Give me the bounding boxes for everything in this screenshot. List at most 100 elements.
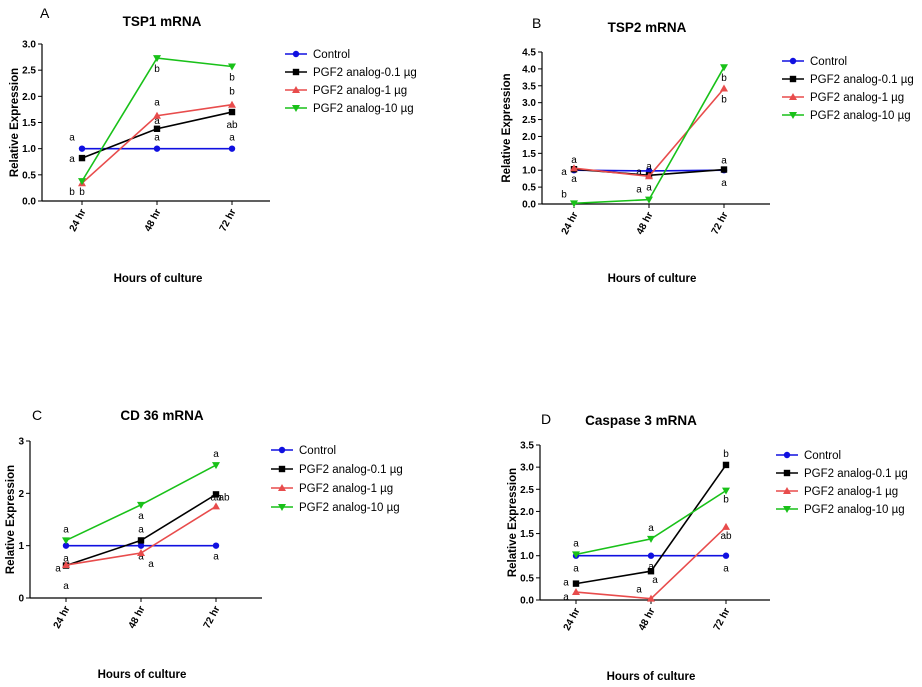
y-tick-label: 4.0 [522, 64, 536, 75]
y-tick-label: 3.5 [522, 81, 536, 92]
legend-label: PGF2 analog-10 µg [313, 103, 414, 115]
legend-label: PGF2 analog-1 µg [313, 85, 407, 97]
legend-label: PGF2 analog-10 µg [299, 502, 400, 514]
x-tick-label: 48 hr [637, 606, 658, 632]
data-point [720, 166, 728, 173]
data-point [212, 542, 220, 549]
legend-label: Control [804, 450, 841, 462]
data-point [62, 542, 70, 549]
panel-label: D [541, 411, 551, 427]
data-point [572, 580, 580, 587]
data-point [645, 196, 653, 204]
legend-item: PGF2 analog-1 µg [776, 486, 898, 498]
legend-marker [278, 465, 286, 473]
x-tick-label: 24 hr [560, 210, 581, 236]
chart-panel-d: D Caspase 3 mRNA 0.0 0.5 1.0 1.5 2.0 2.5 3.0 3.5 2… [507, 411, 908, 683]
significance-letter: a [571, 155, 577, 166]
legend-label: Control [313, 49, 350, 61]
significance-letter: a [652, 575, 658, 586]
significance-letter: a [561, 167, 567, 178]
legend-marker [783, 487, 791, 494]
significance-letter: b [723, 495, 729, 506]
y-tick-label: 0.0 [520, 596, 534, 607]
data-point [212, 462, 220, 470]
legend-item: Control [782, 56, 847, 68]
y-tick-label: 3.0 [22, 40, 36, 51]
y-tick-label: 0.5 [22, 170, 36, 181]
significance-letter: a [63, 524, 69, 535]
legend-label: PGF2 analog-0.1 µg [313, 67, 417, 79]
significance-letter: a [138, 552, 144, 563]
significance-letter: a [648, 562, 654, 573]
series-2: aab [570, 84, 728, 193]
y-tick-label: 0 [18, 594, 24, 605]
series-3: b ab [561, 64, 728, 208]
significance-letter: a [723, 564, 729, 575]
legend-label: PGF2 analog-1 µg [810, 92, 904, 104]
legend-item: PGF2 analog-0.1 µg [776, 468, 908, 480]
legend-item: PGF2 analog-1 µg [271, 483, 393, 495]
legend-marker [783, 451, 791, 459]
legend-marker [789, 57, 797, 65]
significance-letter: b [721, 73, 727, 84]
significance-letter: a [636, 167, 642, 178]
legend-marker [292, 50, 300, 58]
y-tick-label: 0.0 [522, 200, 536, 211]
series-3: aaa [62, 449, 220, 545]
significance-letter: b [79, 187, 85, 198]
legend-item: PGF2 analog-10 µg [285, 103, 414, 115]
data-point [572, 551, 580, 559]
data-point [62, 561, 70, 569]
significance-letter: b [229, 87, 235, 98]
series-2: bab [69, 87, 236, 198]
data-point [137, 542, 145, 549]
x-tick-label: 72 hr [202, 604, 223, 630]
data-point [228, 145, 236, 152]
y-tick-label: 2.5 [22, 66, 36, 77]
y-tick-label: 2 [18, 489, 24, 500]
significance-letter: a [646, 161, 652, 172]
legend-item: PGF2 analog-0.1 µg [271, 464, 403, 476]
significance-letter: b [69, 187, 75, 198]
x-axis-label: Hours of culture [98, 669, 187, 681]
significance-letter: a [721, 156, 727, 167]
y-tick-label: 0.5 [520, 573, 534, 584]
significance-letter: a [648, 523, 654, 534]
legend-item: Control [776, 450, 841, 462]
data-point [153, 55, 161, 63]
significance-letter: a [636, 185, 642, 196]
data-point [137, 501, 145, 509]
legend-item: PGF2 analog-10 µg [271, 502, 400, 514]
series-3: a a b [572, 487, 730, 559]
chart-title: TSP2 mRNA [608, 20, 687, 35]
legend-label: PGF2 analog-10 µg [810, 110, 911, 122]
legend-item: PGF2 analog-10 µg [776, 504, 905, 516]
y-axis-label: Relative Expression [5, 465, 17, 574]
significance-letter: a [573, 538, 579, 549]
legend-marker [278, 484, 286, 491]
legend-marker [292, 86, 300, 93]
data-point [722, 461, 730, 469]
data-point [228, 100, 236, 108]
panel-label: B [532, 15, 541, 31]
legend-marker [789, 112, 797, 119]
data-point [62, 537, 70, 545]
series-2: a a ab [62, 492, 222, 592]
legend-label: PGF2 analog-0.1 µg [810, 74, 914, 86]
chart-title: TSP1 mRNA [123, 14, 202, 29]
legend-marker [783, 469, 791, 477]
y-tick-label: 1.0 [22, 144, 36, 155]
x-tick-label: 24 hr [68, 207, 89, 233]
y-tick-label: 2.0 [22, 92, 36, 103]
significance-letter: ab [210, 492, 222, 503]
legend-item: Control [285, 49, 350, 61]
chart-title: Caspase 3 mRNA [585, 413, 697, 428]
legend-marker [292, 105, 300, 112]
legend-label: PGF2 analog-1 µg [804, 486, 898, 498]
y-tick-label: 3.5 [520, 441, 534, 452]
data-point [647, 568, 655, 575]
